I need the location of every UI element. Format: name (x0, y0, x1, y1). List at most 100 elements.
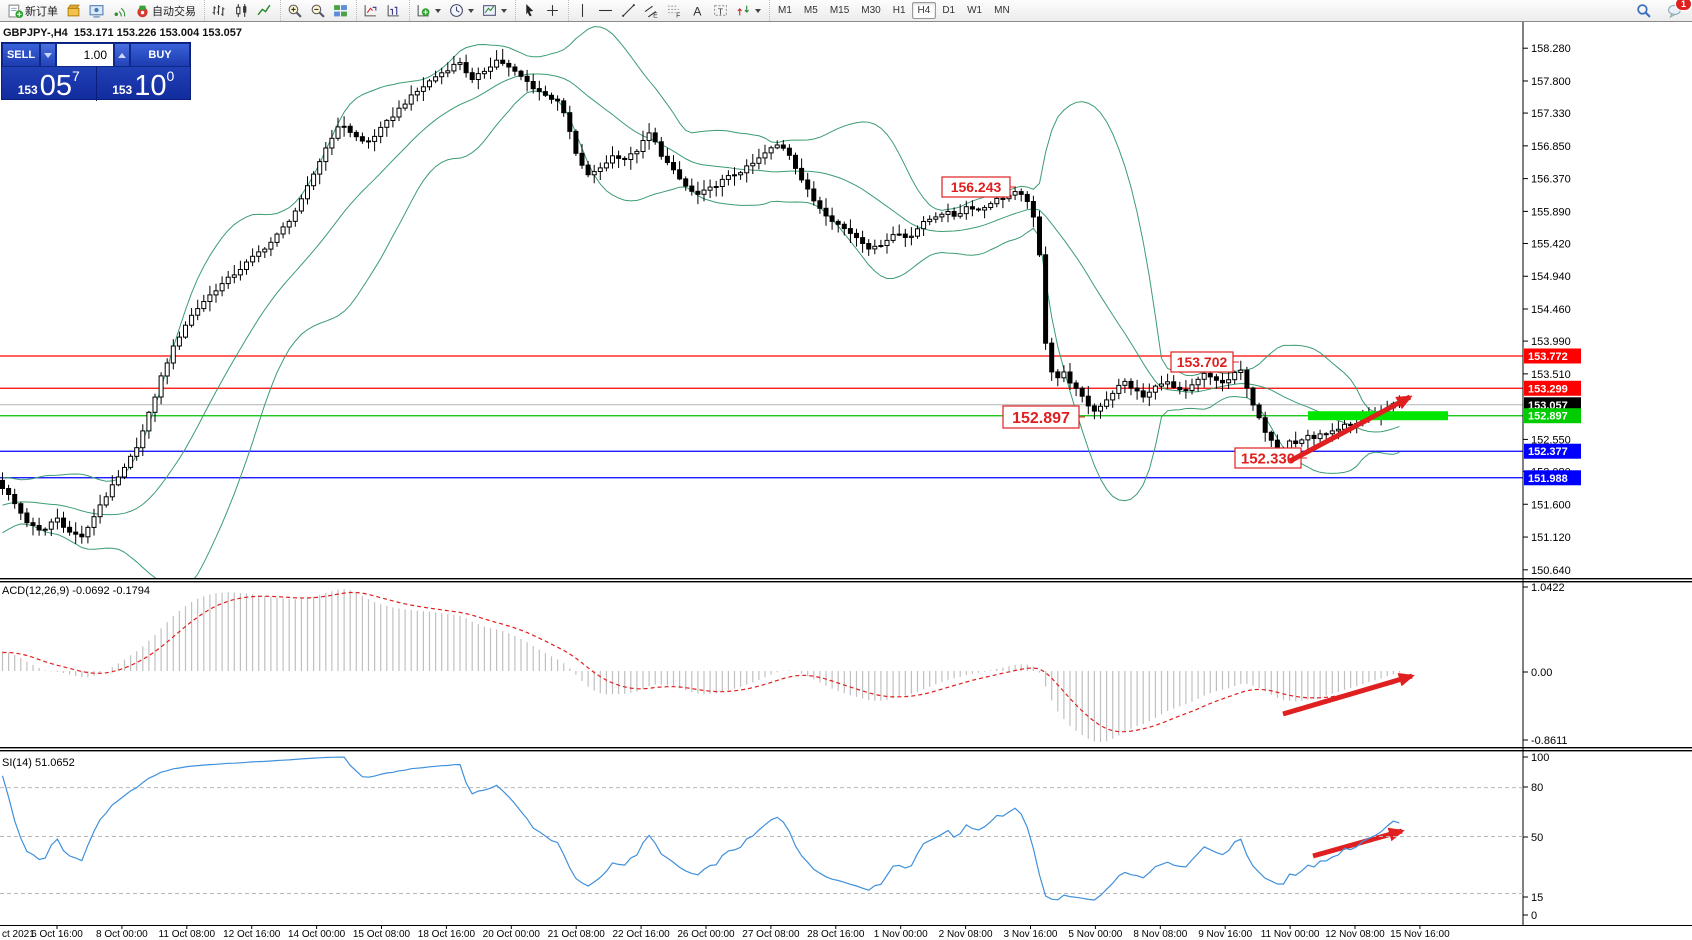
timeframe-m15-button[interactable]: M15 (829, 5, 850, 16)
timeframe-d1-button[interactable]: D1 (942, 5, 956, 16)
candle-body (622, 157, 628, 160)
zoom-in-button[interactable] (283, 1, 306, 20)
vertical-line-button[interactable] (571, 1, 594, 20)
candle-body (1128, 380, 1134, 389)
notification-badge: 1 (1675, 0, 1692, 11)
candle-body (1018, 191, 1024, 195)
news-button[interactable] (108, 1, 131, 20)
equidistant-channel-icon: E (644, 3, 659, 18)
time-label: 8 Nov 08:00 (1133, 929, 1187, 940)
candle-body (872, 245, 878, 250)
templates-button[interactable] (478, 1, 511, 20)
timeframe-mn-button[interactable]: MN (994, 5, 1010, 16)
cursor-button[interactable] (518, 1, 541, 20)
new-order-button[interactable]: 新订单 (4, 1, 62, 21)
candle-body (835, 220, 841, 225)
arrows-button[interactable] (732, 1, 765, 20)
equidistant-channel-button[interactable]: E (640, 1, 663, 20)
candle-body (1159, 383, 1164, 387)
candle-body (1030, 201, 1036, 218)
candle-body (1085, 395, 1091, 407)
timeframe-h4-button[interactable]: H4 (911, 2, 937, 19)
timeframe-m5-button[interactable]: M5 (803, 5, 818, 16)
auto-trading-button[interactable]: 自动交易 (131, 1, 200, 21)
candle-body (481, 70, 487, 75)
candle-body (6, 488, 12, 495)
toolbar-right: 1 (1632, 0, 1692, 20)
trend-arrow-main[interactable] (1288, 394, 1413, 464)
indicators-icon (416, 3, 431, 18)
timeframe-h1-button[interactable]: H1 (892, 5, 906, 16)
macd-signal-line (2, 591, 1400, 733)
candle-body (579, 152, 585, 166)
fibonacci-button[interactable]: F (663, 1, 686, 20)
arrange-a-button[interactable] (359, 1, 382, 20)
search-icon (1636, 3, 1651, 18)
price-callout-156243[interactable]: 156.243 (941, 176, 1016, 198)
candle-body (469, 72, 475, 80)
price-axis[interactable]: 158.280 157.800 157.330 156.850 156.370 155.8… (1523, 43, 1581, 577)
candle-body (1213, 376, 1219, 381)
volume-increase-button[interactable] (114, 43, 130, 67)
tile-windows-button[interactable] (329, 1, 352, 20)
sell-price-display[interactable]: 153 05 7 (2, 67, 97, 101)
candle-body (756, 157, 762, 164)
crosshair-button[interactable] (541, 1, 564, 20)
zoom-out-button[interactable] (306, 1, 329, 20)
candle-body (1244, 369, 1250, 389)
toolbar-group (356, 0, 407, 21)
time-label: 1 Nov 00:00 (874, 929, 928, 940)
candle-body (1000, 197, 1006, 200)
periods-button[interactable] (445, 1, 478, 20)
bar-chart-button[interactable] (207, 1, 230, 20)
sell-button[interactable]: SELL (2, 43, 40, 67)
price-callout-153702[interactable]: 153.702 (1170, 351, 1239, 373)
price-callout-152330[interactable]: 152.330 (1234, 447, 1307, 469)
profile-button[interactable] (85, 1, 108, 20)
line-chart-button[interactable] (253, 1, 276, 20)
horizontal-line-icon (598, 3, 613, 18)
candle-body (61, 517, 66, 528)
notifications-button[interactable]: 1 (1663, 0, 1692, 20)
candle-body (79, 533, 85, 538)
trend-arrow-rsi[interactable] (1312, 827, 1405, 859)
search-button[interactable] (1632, 1, 1655, 20)
timeframe-w1-button[interactable]: W1 (967, 5, 983, 16)
indicators-button[interactable] (412, 1, 445, 20)
price-tag-text: 152.897 (1528, 411, 1568, 423)
candle-body (140, 430, 146, 449)
cursor-icon (522, 3, 537, 18)
macd-axis-label: -0.8611 (1531, 735, 1568, 747)
candle-body (1268, 431, 1274, 441)
candlestick-chart-button[interactable] (230, 1, 253, 20)
volume-dropdown-button[interactable] (40, 43, 56, 67)
candle-body (1043, 254, 1049, 344)
horizontal-line-button[interactable] (594, 1, 617, 20)
price-tick-label: 154.940 (1531, 271, 1571, 283)
callout-text: 156.243 (951, 179, 1002, 195)
rsi-axis-label: 50 (1531, 832, 1543, 844)
candle-body (353, 131, 359, 138)
candle-body (347, 125, 353, 133)
buy-button[interactable]: BUY (130, 43, 190, 67)
text-label-button[interactable]: T (709, 1, 732, 20)
text-button[interactable]: A (686, 1, 709, 20)
buy-price-display[interactable]: 153 10 0 (97, 67, 191, 101)
tile-windows-icon (333, 3, 348, 18)
timeframe-m30-button[interactable]: M30 (861, 5, 881, 16)
trendline-button[interactable] (617, 1, 640, 20)
candle-body (884, 239, 890, 246)
timeframe-m1-button[interactable]: M1 (778, 5, 792, 16)
price-callout-152897[interactable]: 152.897 (1002, 405, 1085, 429)
candle-body (823, 207, 829, 217)
profile-icon (89, 3, 104, 18)
chart-window-button[interactable] (62, 1, 85, 20)
candle-body (262, 248, 268, 253)
arrange-b-button[interactable] (382, 1, 405, 20)
trend-arrow-macd[interactable] (1282, 672, 1415, 717)
callout-text: 152.897 (1012, 410, 1070, 427)
templates-icon (482, 3, 497, 18)
volume-input[interactable] (56, 43, 114, 67)
